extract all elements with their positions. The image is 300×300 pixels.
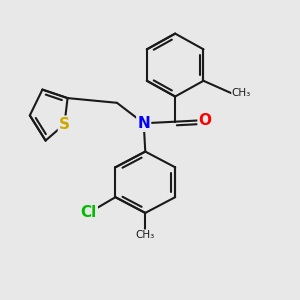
Text: CH₃: CH₃ — [136, 230, 155, 240]
Text: Cl: Cl — [80, 206, 97, 220]
Text: O: O — [199, 112, 212, 128]
Text: N: N — [137, 116, 150, 131]
Text: CH₃: CH₃ — [232, 88, 251, 98]
Text: S: S — [59, 117, 70, 132]
